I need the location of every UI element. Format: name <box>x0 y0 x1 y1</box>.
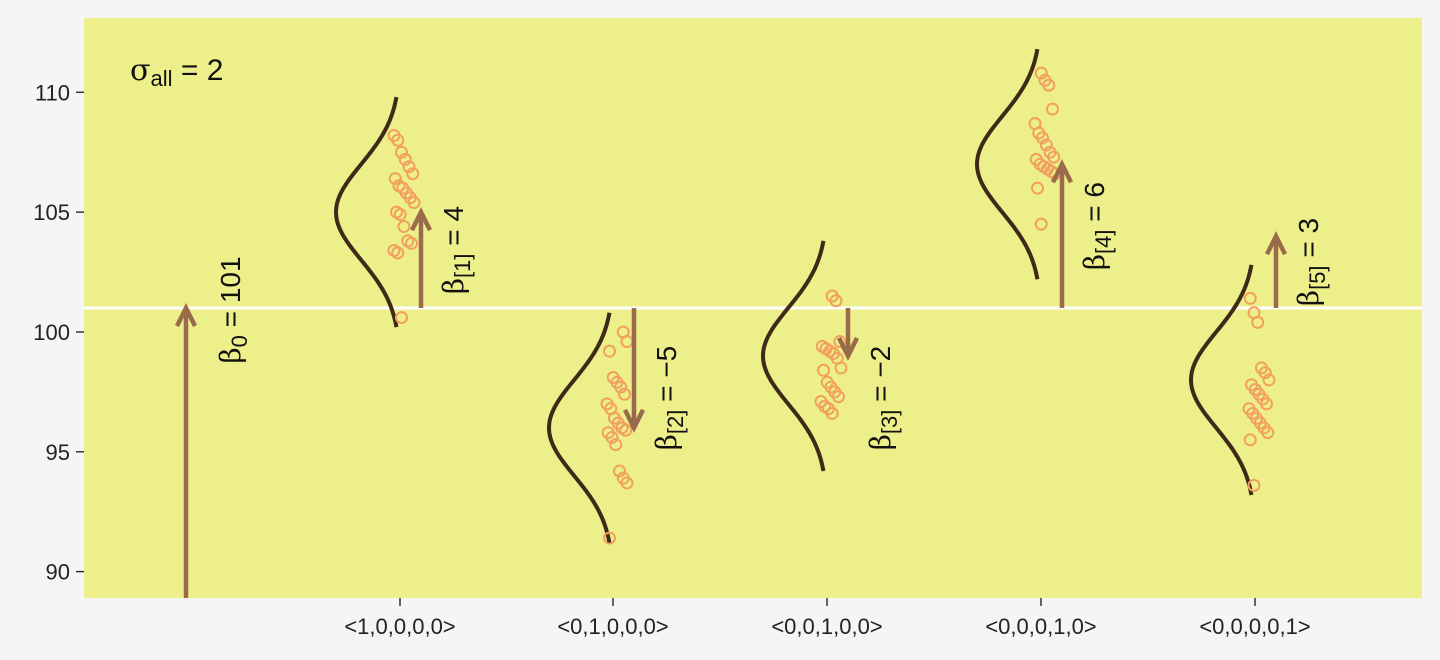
data-point <box>395 145 408 159</box>
density-curve <box>1188 264 1254 496</box>
data-point <box>609 438 623 452</box>
data-point <box>1039 138 1053 152</box>
beta-arrow <box>836 308 860 361</box>
y-tick-label: 105 <box>33 200 70 225</box>
data-point <box>829 294 843 308</box>
density-curve <box>760 240 826 472</box>
data-point <box>605 430 619 444</box>
data-point <box>395 311 408 325</box>
beta-label: β[2] = −5 <box>650 346 688 451</box>
data-point <box>406 167 420 181</box>
data-point <box>1261 426 1275 440</box>
data-point <box>1034 217 1048 231</box>
x-tick-label: <1,0,0,0,0> <box>344 614 455 639</box>
beta-label: β[1] = 4 <box>437 206 475 294</box>
data-point <box>391 133 405 147</box>
data-point <box>1262 373 1276 387</box>
x-tick-label: <0,0,1,0,0> <box>771 614 882 639</box>
arrow-head <box>836 336 860 361</box>
beta-label: β[4] = 6 <box>1078 182 1116 270</box>
data-point <box>620 476 634 490</box>
data-point <box>402 160 416 174</box>
data-point <box>1258 366 1272 380</box>
arrow-head <box>1264 231 1288 256</box>
intercept-arrow <box>174 302 198 598</box>
data-point <box>1046 102 1059 116</box>
beta-label: β[5] = 3 <box>1292 218 1330 306</box>
data-point <box>1034 66 1048 80</box>
data-point <box>618 387 631 401</box>
beta-arrow <box>1050 159 1074 308</box>
data-point <box>398 152 412 166</box>
sigma-label: σall = 2 <box>130 53 223 91</box>
data-point <box>393 208 407 222</box>
arrow-head <box>409 207 433 232</box>
data-point <box>1247 478 1261 492</box>
data-point <box>603 344 616 358</box>
arrow-head <box>622 408 646 433</box>
data-point <box>1047 150 1061 164</box>
y-tick-label: 100 <box>33 320 70 345</box>
data-point <box>614 380 628 394</box>
density-curve <box>333 96 399 328</box>
y-tick-label: 95 <box>46 440 70 465</box>
data-point <box>388 172 402 186</box>
arrow-head <box>1050 159 1074 184</box>
arrow-head <box>174 302 198 328</box>
data-point <box>619 423 633 437</box>
data-point <box>834 361 848 375</box>
y-tick-label: 110 <box>35 80 70 105</box>
x-tick-label: <0,1,0,0,0> <box>557 614 668 639</box>
data-point <box>833 335 847 349</box>
data-point <box>397 220 411 234</box>
beta-label: β[3] = −2 <box>864 346 902 451</box>
data-point <box>391 246 405 260</box>
data-point <box>613 464 626 478</box>
data-point <box>1036 131 1049 145</box>
intercept-label: β0 = 101 <box>214 256 252 363</box>
data-point <box>1260 397 1273 411</box>
data-point <box>405 236 418 250</box>
data-point <box>1243 291 1257 305</box>
data-point <box>1042 78 1056 92</box>
x-tick-label: <0,0,0,1,0> <box>985 614 1096 639</box>
y-tick-label: 90 <box>46 560 70 585</box>
beta-arrow <box>622 308 646 433</box>
data-point <box>832 390 845 404</box>
density-curve <box>974 48 1040 280</box>
data-point <box>817 363 830 377</box>
beta-arrow <box>409 207 433 308</box>
data-point <box>825 406 839 420</box>
data-point <box>603 531 616 545</box>
density-curve <box>546 312 612 544</box>
x-tick-label: <0,0,0,0,1> <box>1199 614 1310 639</box>
data-point <box>1031 181 1044 195</box>
data-point <box>1243 433 1257 447</box>
data-point <box>1251 315 1265 329</box>
beta-arrow <box>1264 231 1288 308</box>
data-point <box>407 196 421 210</box>
